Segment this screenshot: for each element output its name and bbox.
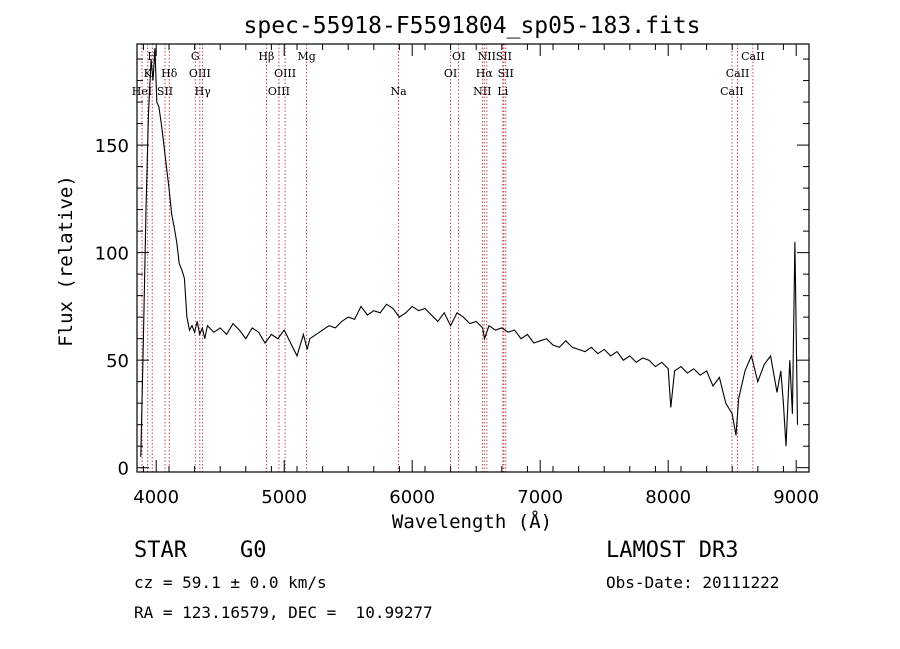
y-tick-label: 0 xyxy=(118,459,129,480)
line-label-sii: SII xyxy=(157,85,173,98)
line-label-sii: SII xyxy=(498,67,514,80)
spectral-line-markers: HeIKHSIIHδGOIIIHγHβOIIIOIIIMgNaOIOINIINI… xyxy=(132,44,765,472)
axis-ticks: 4000 5000 6000 7000 8000 9000 0 50 100 150 xyxy=(95,44,819,508)
line-label-hγ: Hγ xyxy=(195,85,212,98)
chart-title: spec-55918-F5591804_sp05-183.fits xyxy=(244,13,701,39)
x-axis-label: Wavelength (Å) xyxy=(392,510,552,533)
line-label-mg: Mg xyxy=(297,50,315,63)
line-label-hα: Hα xyxy=(476,67,494,80)
object-subclass: G0 xyxy=(240,538,267,563)
survey-name: LAMOST DR3 xyxy=(606,538,739,563)
line-label-oiii: OIII xyxy=(274,67,296,80)
observation-date: Obs-Date: 20111222 xyxy=(606,573,780,592)
y-tick-label: 50 xyxy=(106,351,129,372)
line-label-nii: NII xyxy=(478,50,496,63)
line-label-oi: OI xyxy=(452,50,465,63)
object-class: STAR xyxy=(134,538,187,563)
line-label-oi: OI xyxy=(444,67,457,80)
line-label-caii: CaII xyxy=(741,50,765,63)
x-tick-label: 6000 xyxy=(389,487,435,508)
line-label-li: Li xyxy=(497,85,508,98)
x-tick-label: 5000 xyxy=(261,487,307,508)
line-label-caii: CaII xyxy=(720,85,744,98)
x-tick-label: 4000 xyxy=(133,487,179,508)
x-tick-label: 7000 xyxy=(517,487,563,508)
y-tick-label: 150 xyxy=(95,136,129,157)
line-label-sii: SII xyxy=(496,50,512,63)
plot-frame xyxy=(136,43,810,473)
line-label-hβ: Hβ xyxy=(258,50,274,63)
line-label-h: H xyxy=(147,50,157,63)
redshift-velocity: cz = 59.1 ± 0.0 km/s xyxy=(134,573,327,592)
line-label-k: K xyxy=(144,67,153,80)
sky-coordinates: RA = 123.16579, DEC = 10.99277 xyxy=(134,603,433,622)
line-label-g: G xyxy=(191,50,200,63)
spectrum-line xyxy=(140,48,799,457)
line-label-hδ: Hδ xyxy=(161,67,178,80)
line-label-oiii: OIII xyxy=(268,85,290,98)
line-label-nii: NII xyxy=(473,85,491,98)
line-label-oiii: OIII xyxy=(189,67,211,80)
line-label-caii: CaII xyxy=(726,67,750,80)
x-tick-label: 9000 xyxy=(773,487,819,508)
x-tick-label: 8000 xyxy=(645,487,691,508)
y-axis-label: Flux (relative) xyxy=(55,175,77,347)
line-label-na: Na xyxy=(391,85,408,98)
y-tick-label: 100 xyxy=(95,244,129,265)
